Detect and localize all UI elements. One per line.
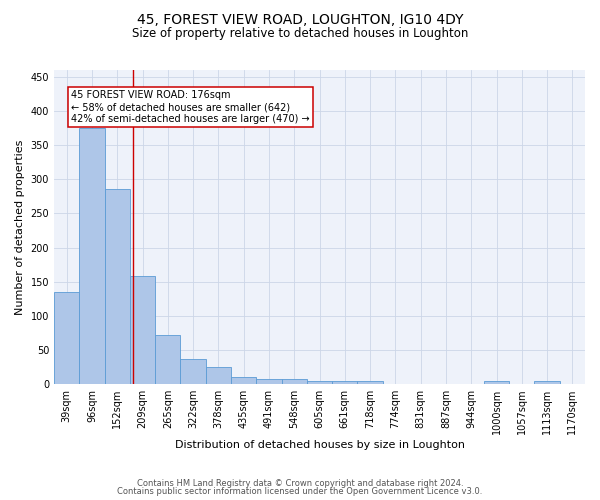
Bar <box>181 359 206 384</box>
Bar <box>358 380 383 384</box>
Bar <box>104 190 130 384</box>
Text: Size of property relative to detached houses in Loughton: Size of property relative to detached ho… <box>132 28 468 40</box>
Bar <box>231 378 256 384</box>
Text: Contains HM Land Registry data © Crown copyright and database right 2024.: Contains HM Land Registry data © Crown c… <box>137 478 463 488</box>
Text: 45, FOREST VIEW ROAD, LOUGHTON, IG10 4DY: 45, FOREST VIEW ROAD, LOUGHTON, IG10 4DY <box>137 12 463 26</box>
Y-axis label: Number of detached properties: Number of detached properties <box>15 140 25 314</box>
Bar <box>281 380 307 384</box>
Bar <box>307 382 332 384</box>
Bar <box>206 367 231 384</box>
Text: Contains public sector information licensed under the Open Government Licence v3: Contains public sector information licen… <box>118 487 482 496</box>
Bar <box>256 378 281 384</box>
X-axis label: Distribution of detached houses by size in Loughton: Distribution of detached houses by size … <box>175 440 464 450</box>
Bar <box>79 128 104 384</box>
Bar <box>332 382 358 384</box>
Bar <box>54 292 79 384</box>
Bar <box>484 382 509 384</box>
Bar <box>155 335 181 384</box>
Bar <box>535 382 560 384</box>
Text: 45 FOREST VIEW ROAD: 176sqm
← 58% of detached houses are smaller (642)
42% of se: 45 FOREST VIEW ROAD: 176sqm ← 58% of det… <box>71 90 310 124</box>
Bar <box>130 276 155 384</box>
